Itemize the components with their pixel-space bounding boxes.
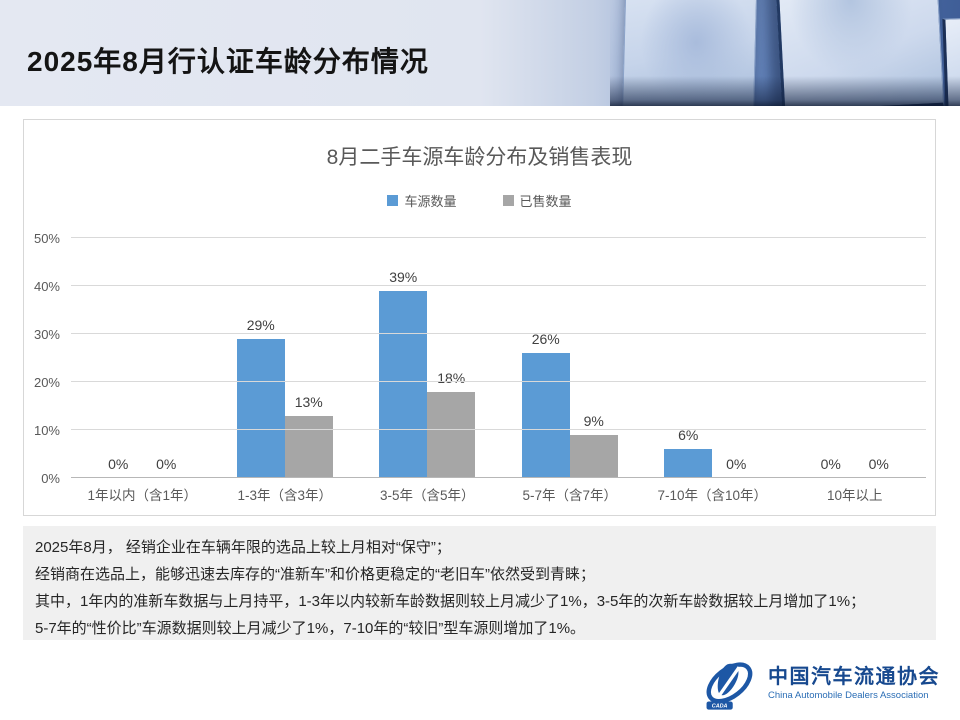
header-cubes-image [610,0,960,106]
bar-slot: 9% [569,238,618,478]
bar [664,449,713,478]
gridline [71,285,926,286]
data-label: 0% [868,456,889,472]
cube-graphic [942,17,960,106]
summary-line: 其中，1年内的准新车数据与上月持平，1-3年以内较新车龄数据则较上月减少了1%，… [35,593,866,610]
x-axis-label: 7-10年（含10年） [657,488,768,503]
gridline [71,237,926,238]
bar [521,353,570,478]
y-axis-tick: 10% [33,423,60,438]
x-axis: 1年以内（含1年） 1-3年（含3年） 3-5年（含5年） 5-7年（含7年） 7-10… [71,484,926,504]
chart-legend: 车源数量 已售数量 [24,191,935,210]
cube-graphic [621,0,759,106]
organization-logo: CADA 中国汽车流通协会 China Automobile Dealers A… [700,656,940,712]
x-axis-label: 3-5年（含5年） [379,488,475,503]
gridline [71,381,926,382]
summary-line: 2025年8月， 经销企业在车辆年限的选品上较上月相对“保守”； [35,539,451,556]
bar-group: 29% 13% [214,238,357,478]
bar-group: 26% 9% [499,238,642,478]
data-label: 0% [820,456,841,472]
data-label: 9% [583,412,604,429]
data-label: 0% [156,456,177,472]
legend-label: 已售数量 [519,194,572,209]
y-axis-tick: 50% [33,231,60,246]
summary-line: 5-7年的“性价比”车源数据则较上月减少了1%，7-10年的“较旧”型车源则增加… [35,620,586,637]
bar-group: 39% 18% [356,238,499,478]
bar [284,415,333,478]
bar-slot: 0% [712,238,760,478]
bar [379,290,428,478]
gridline [71,477,926,478]
data-label: 39% [389,268,418,285]
page-title: 2025年8月行认证车龄分布情况 [27,46,429,77]
bar-slot: 13% [284,238,333,478]
summary-text-block: 2025年8月， 经销企业在车辆年限的选品上较上月相对“保守”； 经销商在选品上… [23,526,936,640]
data-label: 6% [678,427,699,444]
gridline [71,333,926,334]
y-axis-tick: 30% [33,327,60,342]
data-label: 26% [531,331,560,348]
cada-badge-label: CADA [712,703,728,709]
legend-swatch-icon [502,195,514,206]
cada-logo-icon: CADA [706,662,753,710]
data-label: 13% [294,393,323,410]
x-axis-label: 1年以内（含1年） [87,488,198,503]
data-label: 0% [726,456,747,472]
summary-line: 经销商在选品上，能够迅速去库存的“准新车”和价格更稳定的“老旧车”依然受到青睐； [35,566,595,583]
slide-header: 2025年8月行认证车龄分布情况 [0,0,960,106]
data-label: 29% [246,316,275,333]
x-axis-label: 10年以上 [826,488,883,503]
bar-group: 6% 0% [641,238,784,478]
legend-item: 已售数量 [502,191,572,210]
y-axis-tick: 20% [33,375,60,390]
bar [236,338,285,478]
x-axis-label: 5-7年（含7年） [522,488,618,503]
bar-slot: 18% [427,238,476,478]
legend-swatch-icon [387,195,399,206]
bar [427,391,476,478]
cube-graphic [773,0,945,106]
bar-group: 0% 0% [784,238,927,478]
y-axis-tick: 0% [41,471,60,486]
org-name-cn: 中国汽车流通协会 [768,666,940,689]
chart-title: 8月二手车源车龄分布及销售表现 [326,146,633,169]
data-label: 18% [437,369,466,386]
bar-slot: 39% [379,238,428,478]
bar [569,434,618,478]
y-axis-tick: 40% [33,279,60,294]
bar-slot: 0% [94,238,142,478]
bar-slot: 0% [807,238,855,478]
bar-group: 0% 0% [71,238,214,478]
org-name-en: China Automobile Dealers Association [768,690,929,702]
bar-slot: 0% [855,238,903,478]
legend-label: 车源数量 [404,194,457,209]
plot-area: 0% 0% 29% 13% 39% 18% 26% 9% 6% 0% 0% 0% [71,237,926,478]
bar-slot: 0% [142,238,190,478]
y-axis: 0% 10% 20% 30% 40% 50% [24,231,66,486]
x-axis-label: 1-3年（含3年） [237,488,333,503]
data-label: 0% [108,456,129,472]
bar-groups: 0% 0% 29% 13% 39% 18% 26% 9% 6% 0% 0% 0% [71,238,926,478]
legend-item: 车源数量 [387,191,457,210]
bar-slot: 26% [521,238,570,478]
gridline [71,429,926,430]
bar-slot: 6% [664,238,713,478]
chart-panel: 8月二手车源车龄分布及销售表现 车源数量 已售数量 0% 10% 20% 30% 40% 5… [23,119,936,516]
bar-slot: 29% [236,238,285,478]
